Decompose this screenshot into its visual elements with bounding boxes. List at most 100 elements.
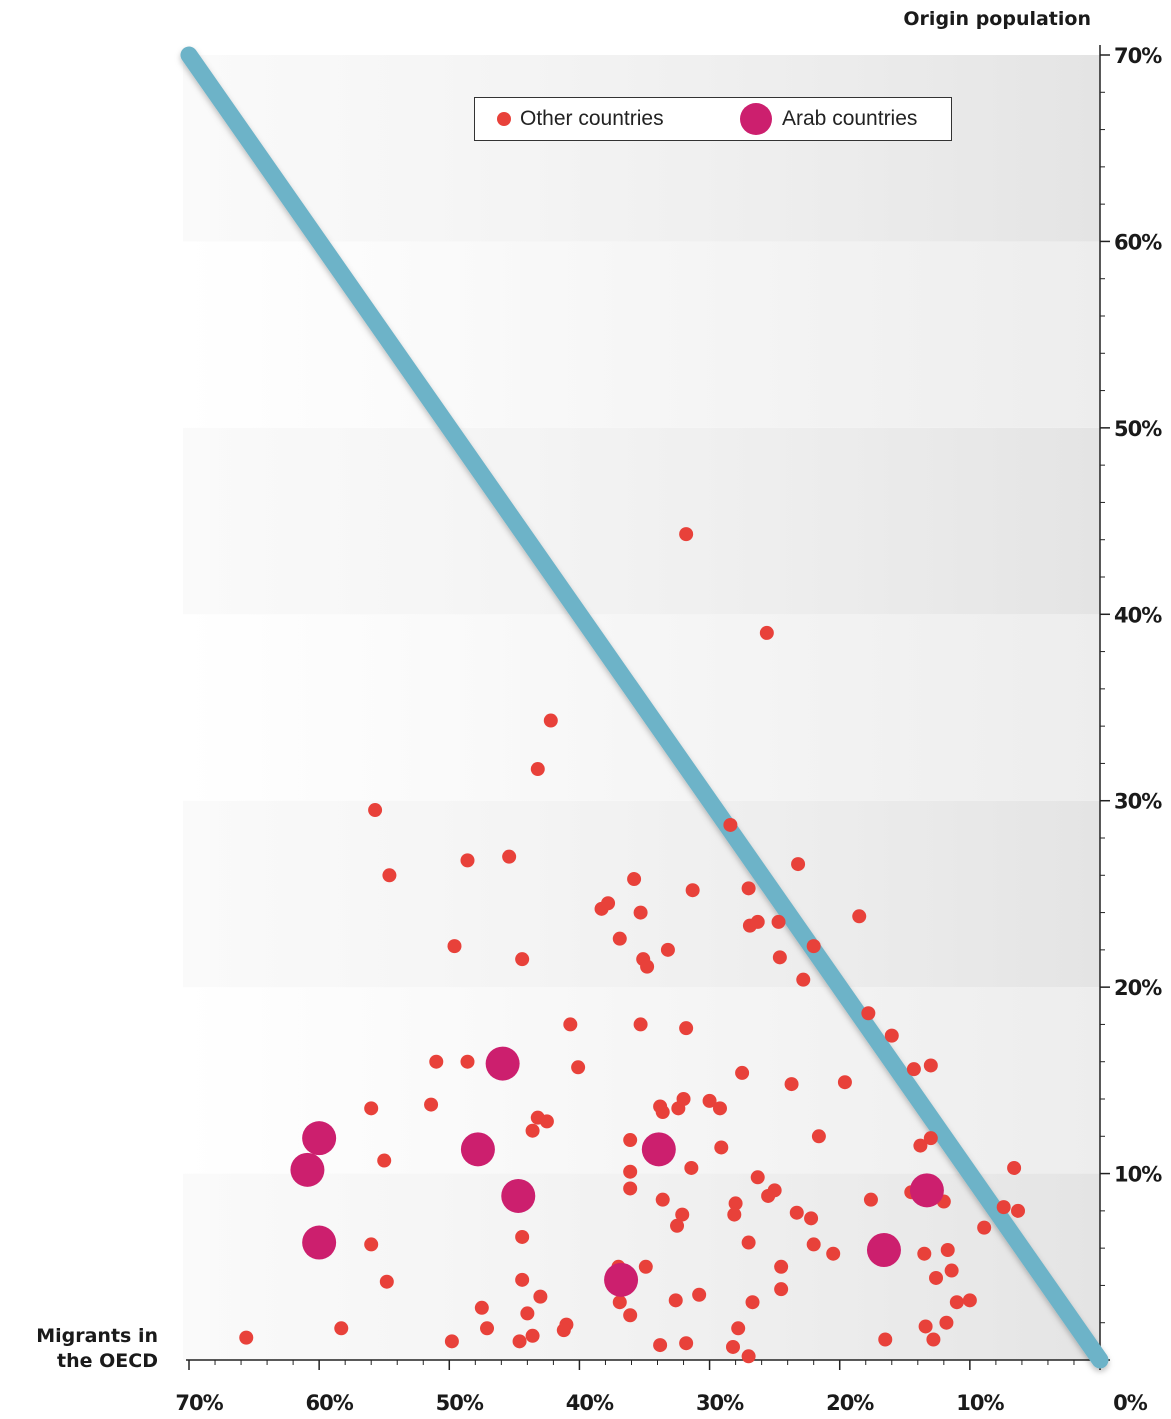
point-other-country: [741, 881, 756, 896]
point-other-country: [368, 803, 383, 818]
point-other-country: [741, 1235, 756, 1250]
point-other-country: [525, 1328, 540, 1343]
y-tick-label: 30%: [1114, 790, 1162, 814]
point-other-country: [826, 1246, 841, 1261]
point-other-country: [679, 1021, 694, 1036]
point-other-country: [926, 1332, 941, 1347]
point-other-country: [474, 1300, 489, 1315]
point-other-country: [796, 972, 811, 987]
point-other-country: [884, 1028, 899, 1043]
point-other-country: [767, 1183, 782, 1198]
point-other-country: [530, 762, 545, 777]
legend-label-other: Other countries: [520, 107, 664, 130]
point-other-country: [525, 1123, 540, 1138]
point-other-country: [712, 1101, 727, 1116]
point-other-country: [655, 1192, 670, 1207]
point-arab-country: [866, 1233, 901, 1268]
point-arab-country: [641, 1132, 676, 1167]
y-axis-title: Origin population: [903, 8, 1091, 30]
point-other-country: [727, 1207, 742, 1222]
point-other-country: [563, 1017, 578, 1032]
x-axis-title: Migrants in the OECD: [36, 1325, 158, 1372]
legend: Other countries Arab countries: [474, 97, 952, 141]
point-other-country: [684, 1160, 699, 1175]
background-band: [183, 55, 1100, 242]
x-tick-label: 30%: [696, 1391, 744, 1415]
y-tick-label: 60%: [1114, 230, 1162, 254]
point-other-country: [745, 1295, 760, 1310]
point-arab-country: [604, 1262, 639, 1297]
point-other-country: [364, 1237, 379, 1252]
point-other-country: [382, 868, 397, 883]
point-other-country: [837, 1075, 852, 1090]
point-other-country: [977, 1220, 992, 1235]
point-other-country: [692, 1287, 707, 1302]
point-other-country: [906, 1062, 921, 1077]
point-other-country: [377, 1153, 392, 1168]
point-other-country: [791, 857, 806, 872]
legend-item-other: Other countries: [497, 98, 664, 140]
point-other-country: [515, 952, 530, 967]
point-other-country: [623, 1133, 638, 1148]
diagonal-reference-line: [180, 46, 1109, 1369]
y-tick-label: 50%: [1114, 417, 1162, 441]
point-other-country: [725, 1339, 740, 1354]
point-arab-country: [485, 1046, 520, 1081]
point-other-country: [539, 1114, 554, 1129]
point-other-country: [480, 1321, 495, 1336]
point-other-country: [861, 1006, 876, 1021]
point-other-country: [612, 931, 627, 946]
y-tick-label: 20%: [1114, 976, 1162, 1000]
point-other-country: [714, 1140, 729, 1155]
point-other-country: [771, 914, 786, 929]
x-tick-label: 10%: [956, 1391, 1004, 1415]
point-other-country: [334, 1321, 349, 1336]
point-other-country: [863, 1192, 878, 1207]
point-other-country: [679, 1336, 694, 1351]
point-arab-country: [460, 1132, 495, 1167]
point-other-country: [774, 1282, 789, 1297]
point-other-country: [923, 1058, 938, 1073]
legend-swatch-other: [497, 112, 511, 126]
point-other-country: [878, 1332, 893, 1347]
point-other-country: [913, 1138, 928, 1153]
point-other-country: [601, 896, 616, 911]
point-arab-country: [909, 1173, 944, 1208]
point-other-country: [723, 817, 738, 832]
legend-label-arab: Arab countries: [782, 107, 918, 130]
point-other-country: [772, 950, 787, 965]
point-other-country: [460, 853, 475, 868]
series-other-countries: [239, 527, 1026, 1364]
point-other-country: [728, 1196, 743, 1211]
point-other-country: [379, 1274, 394, 1289]
point-other-country: [364, 1101, 379, 1116]
point-other-country: [929, 1270, 944, 1285]
point-other-country: [944, 1263, 959, 1278]
point-other-country: [806, 1237, 821, 1252]
point-other-country: [623, 1181, 638, 1196]
point-other-country: [804, 1211, 819, 1226]
point-other-country: [623, 1164, 638, 1179]
background-bands: [183, 55, 1100, 1360]
point-other-country: [556, 1323, 571, 1338]
point-other-country: [515, 1272, 530, 1287]
point-other-country: [949, 1295, 964, 1310]
point-other-country: [735, 1065, 750, 1080]
point-other-country: [1007, 1160, 1022, 1175]
point-other-country: [917, 1246, 932, 1261]
point-other-country: [515, 1229, 530, 1244]
x-tick-label: 0%: [1113, 1391, 1148, 1415]
point-other-country: [444, 1334, 459, 1349]
point-other-country: [1011, 1203, 1026, 1218]
x-tick-label: 60%: [306, 1391, 354, 1415]
x-tick-label: 20%: [826, 1391, 874, 1415]
point-arab-country: [302, 1225, 337, 1260]
point-other-country: [640, 959, 655, 974]
point-other-country: [668, 1293, 683, 1308]
legend-item-arab: Arab countries: [740, 98, 917, 140]
background-band: [183, 427, 1100, 615]
legend-swatch-arab: [740, 103, 772, 135]
point-other-country: [612, 1295, 627, 1310]
point-other-country: [750, 914, 765, 929]
point-other-country: [811, 1129, 826, 1144]
